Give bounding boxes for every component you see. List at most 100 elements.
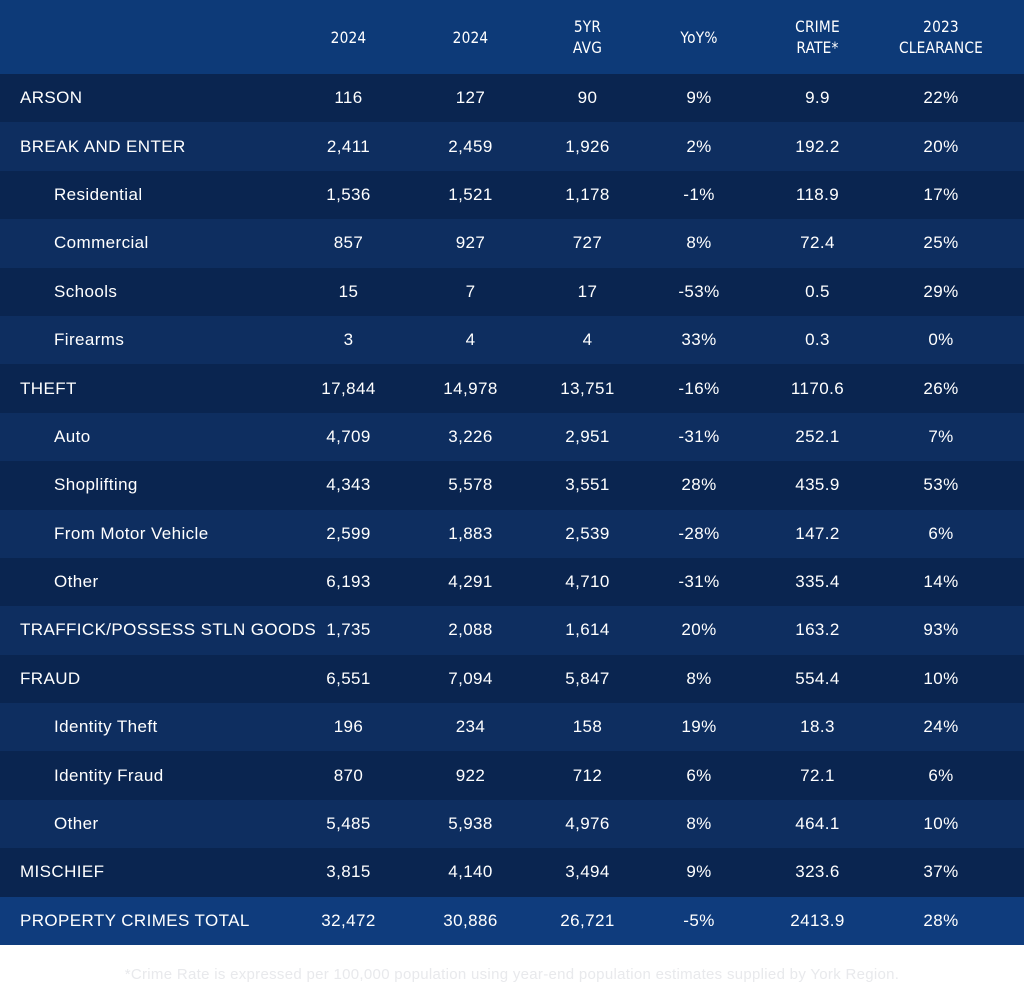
table-row: Firearms 3 4 4 33% 0.3 0% bbox=[0, 315, 1024, 365]
value-crime-rate: 147.2 bbox=[795, 523, 840, 543]
table-row: TRAFFICK/POSSESS STLN GOODS 1,735 2,088 1,6… bbox=[0, 606, 1024, 655]
value-2024-a: 116 bbox=[334, 88, 363, 108]
value-2024-a: 1,735 bbox=[326, 620, 371, 640]
value-2024-a: 6,193 bbox=[326, 572, 371, 592]
row-category: Commercial bbox=[54, 233, 149, 253]
row-category: MISCHIEF bbox=[20, 862, 105, 882]
value-2024-b: 7 bbox=[465, 281, 476, 301]
value-clearance: 20% bbox=[923, 136, 959, 156]
row-category: Other bbox=[54, 814, 99, 834]
value-2024-a: 2,411 bbox=[326, 136, 371, 156]
value-clearance: 37% bbox=[923, 862, 959, 882]
value-5yr-avg: 3,494 bbox=[565, 862, 610, 882]
value-yoy: 33% bbox=[681, 330, 717, 350]
value-crime-rate: 72.4 bbox=[800, 233, 835, 253]
value-yoy: 6% bbox=[686, 765, 712, 785]
table-row: Residential 1,536 1,521 1,178 -1% 118.9 17% bbox=[0, 170, 1024, 220]
value-crime-rate: 464.1 bbox=[795, 814, 840, 834]
value-yoy: 9% bbox=[686, 88, 712, 108]
value-clearance: 10% bbox=[923, 814, 959, 834]
value-2024-b: 14,978 bbox=[443, 378, 498, 398]
value-5yr-avg: 4,976 bbox=[565, 814, 610, 834]
table-row: Schools 15 7 17 -53% 0.5 29% bbox=[0, 267, 1024, 316]
value-crime-rate: 252.1 bbox=[795, 426, 840, 446]
value-clearance: 29% bbox=[923, 281, 959, 301]
table-row: Other 5,485 5,938 4,976 8% 464.1 10% bbox=[0, 799, 1024, 849]
value-yoy: 19% bbox=[681, 717, 717, 737]
value-2024-a: 3,815 bbox=[326, 862, 371, 882]
table-row: FRAUD 6,551 7,094 5,847 8% 554.4 10% bbox=[0, 654, 1024, 704]
value-2024-a: 17,844 bbox=[321, 378, 376, 398]
value-crime-rate: 335.4 bbox=[795, 572, 840, 592]
table-row: Other 6,193 4,291 4,710 -31% 335.4 14% bbox=[0, 557, 1024, 607]
value-5yr-avg: 1,614 bbox=[565, 620, 610, 640]
value-yoy: -53% bbox=[678, 281, 720, 301]
value-2024-b: 2,088 bbox=[448, 620, 493, 640]
footnote: *Crime Rate is expressed per 100,000 pop… bbox=[124, 966, 900, 983]
header-yoy: YoY% bbox=[680, 27, 718, 47]
value-crime-rate: 118.9 bbox=[795, 184, 840, 204]
value-5yr-avg: 26,721 bbox=[560, 910, 615, 930]
value-crime-rate: 0.5 bbox=[805, 281, 830, 301]
value-yoy: 8% bbox=[686, 668, 712, 688]
header-2024-a: 2024 bbox=[330, 27, 367, 47]
value-2024-a: 6,551 bbox=[326, 668, 371, 688]
value-crime-rate: 72.1 bbox=[800, 765, 835, 785]
value-clearance: 25% bbox=[923, 233, 959, 253]
value-2024-b: 5,938 bbox=[448, 814, 493, 834]
value-2024-b: 234 bbox=[455, 717, 486, 737]
value-crime-rate: 435.9 bbox=[795, 475, 840, 495]
row-category: Shoplifting bbox=[54, 475, 138, 495]
row-category: Auto bbox=[54, 426, 91, 446]
value-crime-rate: 9.9 bbox=[805, 88, 830, 108]
row-category: Schools bbox=[54, 281, 118, 301]
value-clearance: 7% bbox=[928, 426, 954, 446]
table-row: From Motor Vehicle 2,599 1,883 2,539 -28% 147… bbox=[0, 509, 1024, 558]
value-crime-rate: 2413.9 bbox=[790, 910, 845, 930]
value-5yr-avg: 4,710 bbox=[565, 572, 610, 592]
value-5yr-avg: 17 bbox=[577, 281, 598, 301]
value-2024-b: 7,094 bbox=[448, 668, 493, 688]
value-2024-a: 1,536 bbox=[326, 184, 371, 204]
value-5yr-avg: 158 bbox=[572, 717, 603, 737]
value-yoy: 9% bbox=[686, 862, 712, 882]
header-crime-rate: CRIME RATE* bbox=[795, 17, 840, 57]
row-category: FRAUD bbox=[20, 668, 81, 688]
table-row-total: PROPERTY CRIMES TOTAL 32,472 30,886 26,721 -… bbox=[0, 896, 1024, 946]
value-2024-a: 870 bbox=[333, 765, 364, 785]
value-clearance: 26% bbox=[923, 378, 959, 398]
value-2024-b: 5,578 bbox=[448, 475, 493, 495]
header-2024-b: 2024 bbox=[452, 27, 489, 47]
value-2024-b: 3,226 bbox=[448, 426, 493, 446]
row-category: PROPERTY CRIMES TOTAL bbox=[20, 910, 250, 930]
value-5yr-avg: 2,951 bbox=[565, 426, 610, 446]
value-2024-a: 857 bbox=[333, 233, 364, 253]
value-yoy: -5% bbox=[683, 910, 715, 930]
value-yoy: -16% bbox=[678, 378, 720, 398]
value-clearance: 6% bbox=[928, 765, 954, 785]
row-category: ARSON bbox=[20, 88, 83, 108]
value-2024-a: 4,709 bbox=[326, 426, 371, 446]
value-5yr-avg: 1,926 bbox=[565, 136, 610, 156]
value-2024-a: 196 bbox=[333, 717, 364, 737]
row-category: TRAFFICK/POSSESS STLN GOODS bbox=[20, 620, 317, 640]
value-clearance: 53% bbox=[923, 475, 959, 495]
value-clearance: 28% bbox=[923, 910, 959, 930]
value-clearance: 14% bbox=[923, 572, 959, 592]
value-5yr-avg: 3,551 bbox=[565, 475, 610, 495]
value-clearance: 22% bbox=[923, 88, 959, 108]
value-crime-rate: 1170.6 bbox=[790, 378, 845, 398]
value-2024-b: 127 bbox=[455, 88, 486, 108]
value-2024-a: 3 bbox=[343, 330, 354, 350]
header-5yr-avg: 5YR AVG bbox=[572, 17, 603, 57]
table-row: Commercial 857 927 727 8% 72.4 25% bbox=[0, 219, 1024, 268]
value-yoy: -28% bbox=[678, 523, 720, 543]
value-2024-b: 4,140 bbox=[448, 862, 493, 882]
value-crime-rate: 0.3 bbox=[805, 330, 830, 350]
value-crime-rate: 18.3 bbox=[800, 717, 835, 737]
property-crimes-table: 2024 2024 5YR AVG YoY% CRIME RATE* 2023 … bbox=[0, 0, 1024, 946]
value-5yr-avg: 90 bbox=[577, 88, 598, 108]
value-2024-a: 2,599 bbox=[326, 523, 371, 543]
value-2024-b: 4 bbox=[465, 330, 476, 350]
value-5yr-avg: 712 bbox=[572, 765, 603, 785]
